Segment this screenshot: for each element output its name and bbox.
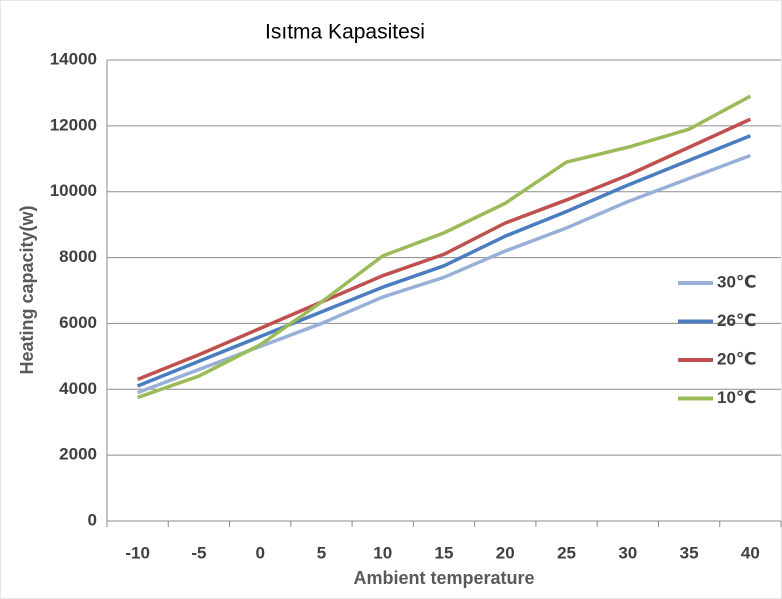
legend-label: 10℃ bbox=[717, 388, 757, 407]
x-tick-label: 15 bbox=[435, 543, 454, 562]
y-tick-label: 2000 bbox=[59, 445, 97, 464]
x-tick-label: -10 bbox=[125, 543, 150, 562]
data-line bbox=[137, 94, 752, 400]
x-tick-label: 10 bbox=[373, 543, 392, 562]
x-tick-label: 35 bbox=[680, 543, 699, 562]
data-line bbox=[136, 134, 752, 388]
y-tick-label: 0 bbox=[88, 510, 97, 529]
x-tick-label: 30 bbox=[618, 543, 637, 562]
x-tick-label: 25 bbox=[557, 543, 576, 562]
y-tick-label: 12000 bbox=[50, 115, 97, 134]
legend-label: 20℃ bbox=[717, 349, 757, 368]
x-tick-label: -5 bbox=[191, 543, 206, 562]
y-axis-label: Heating capacity(w) bbox=[17, 205, 37, 374]
y-tick-label: 8000 bbox=[59, 247, 97, 266]
y-tick-label: 14000 bbox=[50, 49, 97, 68]
data-line bbox=[136, 117, 752, 382]
x-tick-label: 40 bbox=[741, 543, 760, 562]
y-tick-label: 10000 bbox=[50, 181, 97, 200]
x-axis-label: Ambient temperature bbox=[353, 568, 534, 588]
chart-title: Isıtma Kapasitesi bbox=[265, 21, 425, 44]
x-tick-label: 5 bbox=[317, 543, 326, 562]
x-tick-label: 0 bbox=[255, 543, 264, 562]
y-tick-label: 6000 bbox=[59, 313, 97, 332]
legend-label: 30℃ bbox=[717, 272, 757, 291]
x-tick-label: 20 bbox=[496, 543, 515, 562]
legend-label: 26℃ bbox=[717, 311, 757, 330]
y-tick-label: 4000 bbox=[59, 379, 97, 398]
